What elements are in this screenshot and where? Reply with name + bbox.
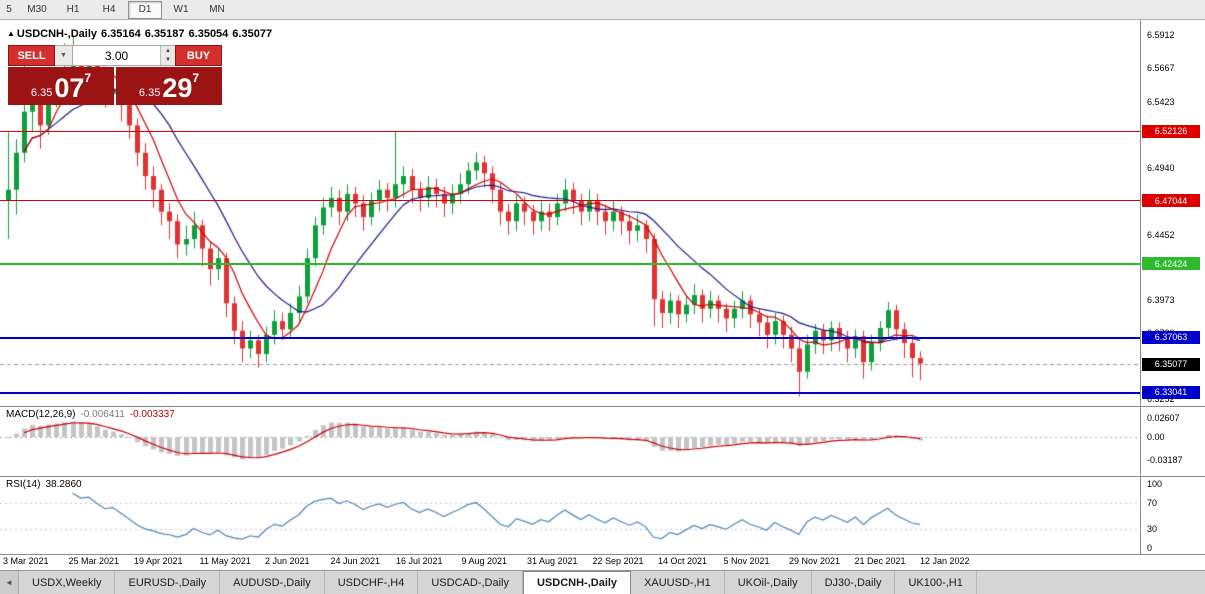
chart-tab[interactable]: EURUSD-,Daily bbox=[115, 571, 221, 594]
date-axis-label: 16 Jul 2021 bbox=[396, 556, 443, 566]
price-axis-label: 6.4452 bbox=[1147, 229, 1175, 240]
date-axis-label: 5 Nov 2021 bbox=[723, 556, 770, 566]
price-level-badge: 6.47044 bbox=[1142, 194, 1200, 208]
macd-axis-label: -0.03187 bbox=[1147, 455, 1183, 466]
date-axis-label: 11 May 2021 bbox=[199, 556, 251, 566]
ohlc-high: 6.35187 bbox=[144, 28, 185, 40]
chart-tab[interactable]: UK100-,H1 bbox=[895, 571, 977, 594]
chart-title-ohlc: ▲ USDCNH-,Daily 6.35164 6.35187 6.35054 6.350… bbox=[7, 28, 276, 40]
sell-button[interactable]: SELL bbox=[8, 45, 55, 66]
sell-price-display[interactable]: 6.35 07 7 bbox=[8, 67, 114, 105]
arrow-down-icon: ▼ bbox=[165, 57, 171, 64]
chart-tab[interactable]: XAUUSD-,H1 bbox=[631, 571, 725, 594]
macd-axis-label: 0.02607 bbox=[1147, 412, 1180, 423]
date-axis-label: 9 Aug 2021 bbox=[461, 556, 508, 566]
buy-price-display[interactable]: 6.35 29 7 bbox=[116, 67, 222, 105]
macd-value-main: -0.006411 bbox=[80, 409, 125, 420]
price-axis-label: 6.5423 bbox=[1147, 96, 1175, 107]
date-axis-label: 14 Oct 2021 bbox=[658, 556, 708, 566]
current-price-badge: 6.35077 bbox=[1142, 357, 1200, 371]
date-axis-label: 2 Jun 2021 bbox=[265, 556, 310, 566]
ohlc-low: 6.35054 bbox=[188, 28, 229, 40]
chart-title: USDCNH-,Daily bbox=[16, 28, 97, 40]
macd-value-signal: -0.003337 bbox=[129, 409, 175, 420]
price-scale-separator[interactable] bbox=[1140, 20, 1141, 554]
date-axis-label: 22 Sep 2021 bbox=[592, 556, 644, 566]
date-axis-label: 12 Jan 2022 bbox=[920, 556, 970, 566]
one-click-trade-panel: SELL ▼ 3.00 ▲ ▼ BUY 6.35 07 7 6.35 29 7 bbox=[8, 45, 222, 105]
price-level-badge: 6.52126 bbox=[1142, 124, 1200, 138]
chart-tab[interactable]: USDX,Weekly bbox=[19, 571, 116, 594]
horizontal-level-line[interactable] bbox=[0, 337, 1140, 339]
volume-value[interactable]: 3.00 bbox=[104, 48, 129, 63]
volume-down-button[interactable]: ▼ bbox=[161, 55, 175, 65]
chart-tab[interactable]: USDCAD-,Daily bbox=[418, 571, 523, 594]
chevron-down-icon: ▼ bbox=[60, 52, 67, 59]
horizontal-level-line[interactable] bbox=[0, 263, 1140, 265]
sell-price-pips: 07 bbox=[54, 73, 85, 103]
macd-name: MACD(12,26,9) bbox=[6, 409, 76, 420]
date-axis-label: 24 Jun 2021 bbox=[330, 556, 381, 566]
rsi-timescale-divider bbox=[0, 554, 1205, 555]
arrow-left-icon: ◄ bbox=[5, 578, 13, 587]
buy-price-big-figure: 6.35 bbox=[138, 87, 161, 99]
main-macd-divider[interactable] bbox=[0, 406, 1205, 407]
chart-tab[interactable]: DJ30-,Daily bbox=[812, 571, 896, 594]
macd-axis-label: 0.00 bbox=[1147, 432, 1165, 442]
date-axis-label: 3 Mar 2021 bbox=[3, 556, 49, 566]
date-axis-label: 29 Nov 2021 bbox=[789, 556, 841, 566]
chart-tab[interactable]: UKOil-,Daily bbox=[725, 571, 812, 594]
price-axis-label: 6.5912 bbox=[1147, 29, 1175, 40]
volume-stepper: ▲ ▼ bbox=[160, 46, 175, 65]
price-level-badge: 6.37063 bbox=[1142, 330, 1200, 344]
sell-price-pipette: 7 bbox=[84, 71, 92, 85]
ohlc-close: 6.35077 bbox=[232, 28, 273, 40]
macd-rsi-divider[interactable] bbox=[0, 476, 1205, 477]
horizontal-level-line[interactable] bbox=[0, 392, 1140, 394]
rsi-axis-label: 30 bbox=[1147, 523, 1158, 534]
symbol-arrow-icon: ▲ bbox=[7, 29, 15, 38]
rsi-axis-label: 0 bbox=[1147, 543, 1153, 553]
buy-button[interactable]: BUY bbox=[175, 45, 222, 66]
sell-price-big-figure: 6.35 bbox=[30, 87, 53, 99]
rsi-value: 38.2860 bbox=[45, 479, 82, 490]
rsi-axis-label: 70 bbox=[1147, 498, 1158, 509]
buy-price-pipette: 7 bbox=[192, 71, 200, 85]
price-axis-label: 6.3973 bbox=[1147, 295, 1175, 306]
horizontal-level-line[interactable] bbox=[0, 131, 1140, 132]
macd-indicator-label: MACD(12,26,9) -0.006411 -0.003337 bbox=[6, 409, 175, 420]
date-axis-label: 19 Apr 2021 bbox=[134, 556, 183, 566]
horizontal-level-line[interactable] bbox=[0, 200, 1140, 201]
price-axis-label: 6.3252 bbox=[1147, 393, 1175, 404]
volume-up-button[interactable]: ▲ bbox=[161, 46, 175, 56]
date-axis-label: 21 Dec 2021 bbox=[854, 556, 906, 566]
date-axis-label: 31 Aug 2021 bbox=[527, 556, 578, 566]
buy-price-pips: 29 bbox=[162, 73, 193, 103]
rsi-axis-label: 100 bbox=[1147, 479, 1163, 489]
price-axis-label: 6.5667 bbox=[1147, 63, 1175, 74]
volume-dropdown-button[interactable]: ▼ bbox=[55, 45, 73, 66]
price-axis-label: 6.4940 bbox=[1147, 162, 1175, 173]
price-level-badge: 6.42424 bbox=[1142, 257, 1200, 271]
ohlc-open: 6.35164 bbox=[101, 28, 141, 40]
volume-input[interactable]: 3.00 ▲ ▼ bbox=[73, 45, 175, 66]
price-level-badge: 6.33041 bbox=[1142, 385, 1200, 399]
tab-scroll-left-button[interactable]: ◄ bbox=[0, 571, 19, 594]
chart-tab-bar: ◄ USDX,Weekly EURUSD-,Daily AUDUSD-,Daily U… bbox=[0, 570, 1205, 594]
date-axis-label: 25 Mar 2021 bbox=[68, 556, 120, 566]
chart-tab[interactable]: USDCNH-,Daily bbox=[522, 571, 632, 594]
rsi-name: RSI(14) bbox=[6, 479, 41, 490]
chart-tab[interactable]: USDCHF-,H4 bbox=[325, 571, 419, 594]
chart-tab[interactable]: AUDUSD-,Daily bbox=[220, 571, 325, 594]
arrow-up-icon: ▲ bbox=[165, 47, 171, 54]
rsi-indicator-label: RSI(14) 38.2860 bbox=[6, 479, 82, 490]
